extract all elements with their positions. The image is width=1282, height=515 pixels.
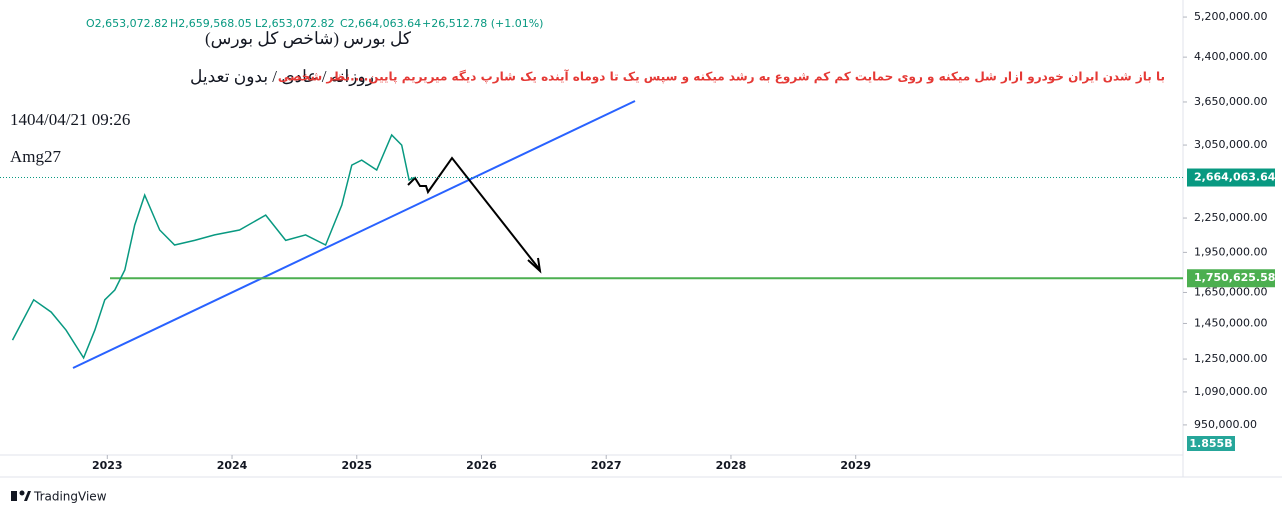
y-tick-label: 2,250,000.00 [1194, 211, 1267, 224]
y-tick-label: 4,400,000.00 [1194, 50, 1267, 63]
logo-mark [24, 491, 31, 501]
x-tick-label: 2025 [341, 459, 372, 472]
y-tick-label: 3,050,000.00 [1194, 138, 1267, 151]
logo-mark [11, 491, 17, 501]
logo [11, 490, 31, 501]
trend-line [72, 100, 636, 369]
ohlc-close: C2,664,063.64 [340, 17, 421, 30]
support-badge [1187, 269, 1275, 288]
x-tick-label: 2028 [716, 459, 747, 472]
forecast-arrow [407, 156, 541, 271]
y-tick-label: 1,650,000.00 [1194, 285, 1267, 298]
ohlc-change: +26,512.78 (+1.01%) [422, 17, 543, 30]
y-tick-label: 3,650,000.00 [1194, 95, 1267, 108]
y-tick-label: 1,950,000.00 [1194, 245, 1267, 258]
subtitle: روزانه / عادی / بدون تعدیل [190, 67, 374, 87]
y-tick-label: 5,200,000.00 [1194, 10, 1267, 23]
arrow-head [527, 257, 542, 274]
x-tick-label: 2029 [840, 459, 871, 472]
y-tick-label: 950,000.00 [1194, 418, 1257, 431]
brand: TradingView [33, 490, 107, 504]
y-tick-label: 1,250,000.00 [1194, 352, 1267, 365]
volume-label: 1.855B [1189, 437, 1232, 450]
x-tick-label: 2026 [466, 459, 497, 472]
last-price-label: 2,664,063.64 [1194, 171, 1276, 184]
y-tick-label: 1,090,000.00 [1194, 385, 1267, 398]
timestamp: 1404/04/21 09:26 [10, 110, 130, 129]
x-tick-label: 2027 [591, 459, 622, 472]
ohlc-low: L2,653,072.82 [255, 17, 335, 30]
x-tick-label: 2024 [217, 459, 248, 472]
support-label: 1,750,625.58 [1194, 271, 1275, 284]
author: Amg27 [10, 147, 62, 166]
last-price-badge [1187, 168, 1275, 187]
logo-mark [19, 490, 25, 496]
annotation: با باز شدن ایران خودرو ازار شل میکنه و ر… [278, 69, 1165, 85]
ohlc-open: O2,653,072.82 [86, 17, 168, 30]
y-tick-label: 1,450,000.00 [1194, 316, 1267, 329]
price-line [11, 133, 415, 360]
ohlc-high: H2,659,568.05 [170, 17, 252, 30]
symbol-title: کل بورس (شاخص کل بورس) [205, 29, 412, 49]
volume-badge [1187, 436, 1235, 451]
x-tick-label: 2023 [92, 459, 123, 472]
